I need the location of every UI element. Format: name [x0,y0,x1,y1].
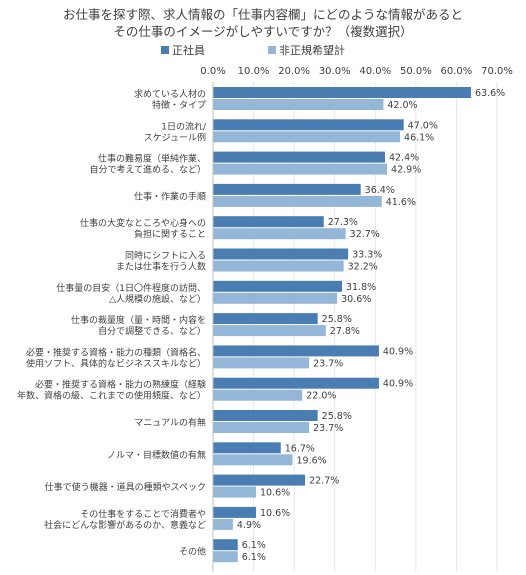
value-label-series-1: 6.1% [242,540,266,551]
x-tick-label: 30.0% [319,66,351,77]
category-label: 必要・推奨する資格・能力の種類（資格名、使用ソフト、具体的なビジネススキルなど） [26,346,206,369]
value-label-series-1: 31.8% [346,282,376,293]
value-label-series-2: 6.1% [242,552,266,563]
category-label: 仕事の裁量度（量・時間・内容を自分で調整できる、など） [71,314,206,337]
value-label-series-2: 23.7% [313,423,343,434]
value-label-series-1: 25.8% [322,411,352,422]
category-label: ノルマ・目標数値の有無 [107,449,206,461]
value-label-series-1: 63.6% [475,88,505,99]
bar-series-2 [213,422,310,433]
bar-series-1 [213,151,386,163]
x-axis-ticks: 0.0% 10.0% 20.0% 30.0% 40.0% 50.0% 60.0% 70.0% [200,66,513,77]
bar-series-1 [213,183,361,195]
x-tick-label: 70.0% [481,66,513,77]
x-tick-label: 0.0% [200,66,225,77]
bar-series-2 [213,389,303,401]
legend-swatch-series-1 [161,46,169,54]
x-tick-label: 10.0% [238,66,270,77]
bar-series-1 [213,474,306,486]
value-label-series-2: 30.6% [341,294,371,305]
value-label-series-2: 41.6% [386,197,416,208]
category-label: 同時にシフトに入るまたは仕事を行う人数 [116,251,206,273]
x-tick-label: 60.0% [441,66,473,77]
value-label-series-2: 42.0% [387,100,417,111]
value-label-series-2: 4.9% [237,520,261,531]
bar-series-2 [213,357,310,369]
value-label-series-2: 42.9% [391,165,421,176]
category-label: 仕事で使う機器・道具の種類やスペック [45,481,206,493]
value-label-series-1: 42.4% [389,153,419,164]
bar-series-1 [213,119,404,131]
bar-series-2 [213,292,338,304]
bar-series-1 [213,377,379,389]
value-label-series-2: 27.8% [330,326,360,337]
value-label-series-2: 10.6% [260,488,290,499]
bar-series-1 [213,506,257,518]
value-label-series-1: 10.6% [260,508,290,519]
value-label-series-1: 25.8% [322,314,352,325]
bar-series-2 [213,454,293,466]
value-label-series-1: 33.3% [352,250,382,261]
legend: 正社員 非正規希望計 [161,43,345,57]
category-label: 仕事・作業の手順 [134,190,206,202]
bar-series-1 [213,410,318,421]
category-label: その他 [179,546,206,558]
bar-series-2 [213,551,238,563]
category-label: 仕事量の目安（1日〇件程度の訪問、△人規模の施設、など） [56,282,206,305]
chart-title-line-1: お仕事を探す際、求人情報の「仕事内容欄」にどのような情報があると [63,7,463,22]
chart-title-line-2: その仕事のイメージがしやすいですか？（複数選択） [113,24,412,39]
value-label-series-1: 27.3% [328,217,358,228]
x-tick-label: 20.0% [278,66,310,77]
category-label: 求めている人材の特徴・タイプ [134,88,206,111]
value-label-series-1: 16.7% [285,443,315,454]
bar-series-1 [213,313,318,325]
bar-series-2 [213,260,344,272]
value-label-series-2: 22.0% [306,391,336,402]
value-label-series-2: 19.6% [297,455,327,466]
value-label-series-2: 32.7% [350,229,380,240]
value-label-series-1: 36.4% [365,185,395,196]
bar-series-1 [213,442,281,454]
value-label-series-2: 23.7% [313,358,343,369]
bar-series-1 [213,539,238,551]
legend-label-series-1: 正社員 [172,43,205,57]
bar-series-2 [213,518,233,530]
category-label: マニュアルの有無 [134,417,206,429]
category-labels: 求めている人材の特徴・タイプ 1日の流れ/スケジュール例仕事の難易度（単純作業、自… [17,88,207,558]
bar-series-1 [213,216,324,228]
bar-series-2 [213,163,388,175]
category-label: 仕事の大変なところや心身への負担に関すること [80,217,206,240]
value-labels: 63.6% 42.0% 47.0%46.1% 42.4%42.9% 36.4%41.6%… [237,88,505,563]
bar-series-2 [213,486,257,498]
bars [213,87,472,563]
value-label-series-1: 47.0% [408,120,438,131]
bar-series-2 [213,228,346,240]
value-label-series-1: 40.9% [383,379,413,390]
x-tick-label: 40.0% [359,66,391,77]
legend-label-series-2: 非正規希望計 [279,43,345,57]
bar-series-2 [213,99,384,110]
value-label-series-2: 46.1% [404,132,434,143]
x-tick-label: 50.0% [400,66,432,77]
bar-series-1 [213,280,343,292]
value-label-series-2: 32.2% [348,262,378,273]
category-label: 仕事の難易度（単純作業、自分で考えて進める、など） [89,153,206,176]
category-label: その仕事をすることで消費者や社会にどんな影響があるのか、意義など [44,508,206,531]
category-label: 1日の流れ/スケジュール例 [144,120,207,143]
bar-series-2 [213,131,401,143]
category-label: 必要・推奨する資格・能力の熟練度（経験年数、資格の級、これまでの使用頻度、など） [17,379,206,402]
bar-series-1 [213,248,349,260]
value-label-series-1: 22.7% [309,476,339,487]
bar-series-2 [213,195,382,207]
bar-series-2 [213,325,326,337]
value-label-series-1: 40.9% [383,346,413,357]
bar-series-1 [213,87,472,98]
bar-series-1 [213,345,379,357]
legend-swatch-series-2 [268,46,276,54]
